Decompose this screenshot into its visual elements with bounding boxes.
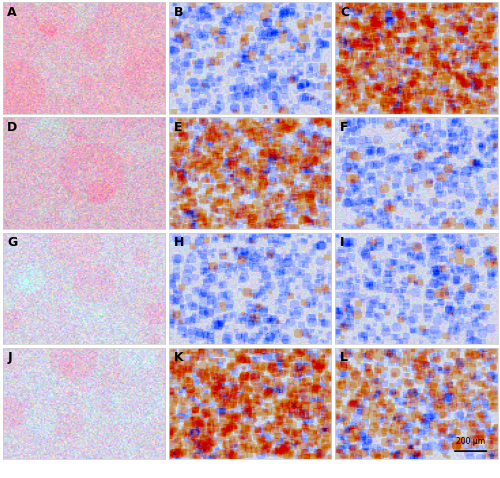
Text: K: K — [174, 351, 184, 364]
Text: D: D — [8, 121, 18, 134]
Text: F: F — [340, 121, 348, 134]
Text: H: H — [174, 236, 184, 249]
Text: E: E — [174, 121, 182, 134]
Text: B: B — [174, 6, 183, 19]
Text: I: I — [340, 236, 344, 249]
Text: J: J — [8, 351, 12, 364]
Text: C: C — [340, 6, 349, 19]
Text: A: A — [8, 6, 17, 19]
Text: L: L — [340, 351, 348, 364]
Text: 200 μm: 200 μm — [456, 436, 486, 445]
Text: G: G — [8, 236, 18, 249]
